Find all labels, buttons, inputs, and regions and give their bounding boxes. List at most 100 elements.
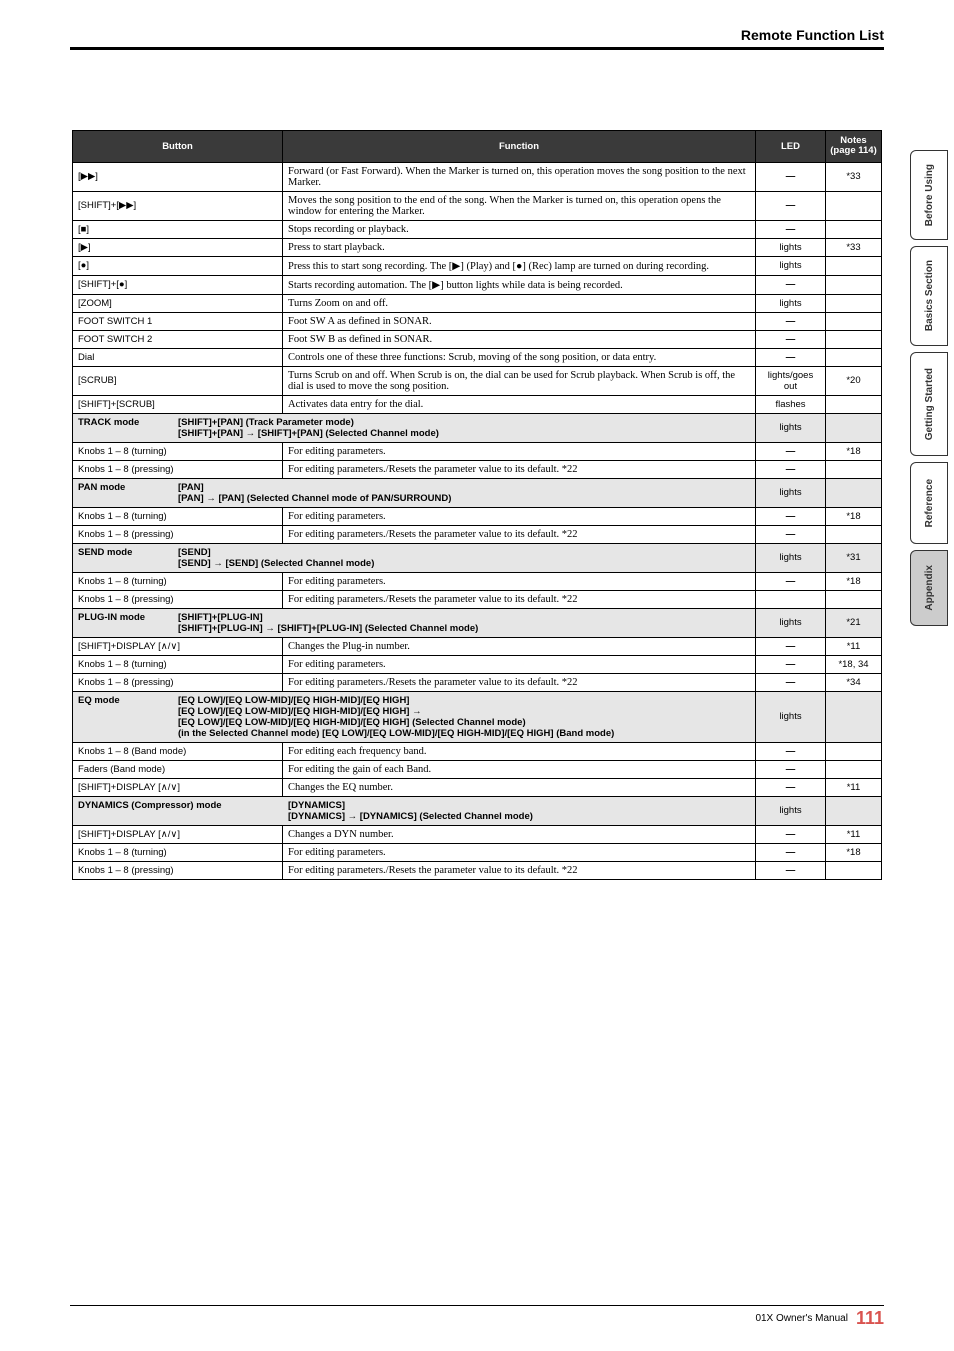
- notes-cell: [826, 413, 882, 442]
- led-cell: —: [756, 637, 826, 655]
- button-cell: Dial: [73, 348, 283, 366]
- button-cell: [SHIFT]+DISPLAY [∧/∨]: [73, 778, 283, 796]
- table-row: EQ mode[EQ LOW]/[EQ LOW-MID]/[EQ HIGH-MI…: [73, 691, 882, 742]
- side-tab-getting-started[interactable]: Getting Started: [910, 352, 948, 456]
- notes-cell: [826, 220, 882, 238]
- notes-cell: [826, 861, 882, 879]
- table-row: Knobs 1 – 8 (turning)For editing paramet…: [73, 843, 882, 861]
- led-cell: —: [756, 275, 826, 294]
- notes-cell: [826, 256, 882, 275]
- led-cell: lights: [756, 608, 826, 637]
- side-tab-label: Reference: [924, 465, 935, 541]
- function-cell: Turns Scrub on and off. When Scrub is on…: [283, 366, 756, 395]
- button-cell: FOOT SWITCH 1: [73, 312, 283, 330]
- button-cell: Knobs 1 – 8 (pressing): [73, 525, 283, 543]
- table-row: Knobs 1 – 8 (pressing)For editing parame…: [73, 673, 882, 691]
- led-cell: lights: [756, 691, 826, 742]
- notes-cell: [826, 330, 882, 348]
- side-tab-reference[interactable]: Reference: [910, 462, 948, 544]
- col-led: LED: [756, 131, 826, 163]
- button-cell: [●]: [73, 256, 283, 275]
- function-cell: Changes the EQ number.: [283, 778, 756, 796]
- notes-cell: *31: [826, 543, 882, 572]
- button-cell: [SHIFT]+DISPLAY [∧/∨]: [73, 637, 283, 655]
- notes-cell: [826, 478, 882, 507]
- notes-cell: [826, 348, 882, 366]
- notes-cell: *20: [826, 366, 882, 395]
- button-cell: Knobs 1 – 8 (pressing): [73, 590, 283, 608]
- notes-cell: *18: [826, 507, 882, 525]
- notes-cell: [826, 525, 882, 543]
- notes-cell: [826, 590, 882, 608]
- side-tab-label: Before Using: [924, 150, 935, 240]
- led-cell: —: [756, 572, 826, 590]
- side-tab-before-using[interactable]: Before Using: [910, 150, 948, 240]
- function-cell: For editing parameters./Resets the param…: [283, 861, 756, 879]
- notes-cell: [826, 294, 882, 312]
- led-cell: —: [756, 330, 826, 348]
- button-cell: [SCRUB]: [73, 366, 283, 395]
- function-table: Button Function LED Notes (page 114) [▶▶…: [72, 130, 882, 880]
- mode-description: EQ mode[EQ LOW]/[EQ LOW-MID]/[EQ HIGH-MI…: [73, 691, 756, 742]
- table-row: DialControls one of these three function…: [73, 348, 882, 366]
- button-cell: [SHIFT]+[●]: [73, 275, 283, 294]
- table-row: Knobs 1 – 8 (turning)For editing paramet…: [73, 442, 882, 460]
- led-cell: —: [756, 460, 826, 478]
- page-title: Remote Function List: [741, 27, 884, 43]
- led-cell: —: [756, 312, 826, 330]
- function-cell: Turns Zoom on and off.: [283, 294, 756, 312]
- led-cell: —: [756, 442, 826, 460]
- button-cell: Knobs 1 – 8 (turning): [73, 507, 283, 525]
- button-cell: Faders (Band mode): [73, 760, 283, 778]
- notes-cell: [826, 191, 882, 220]
- led-cell: —: [756, 507, 826, 525]
- function-cell: Controls one of these three functions: S…: [283, 348, 756, 366]
- col-function: Function: [283, 131, 756, 163]
- notes-cell: [826, 691, 882, 742]
- function-cell: For editing parameters.: [283, 572, 756, 590]
- table-row: PLUG-IN mode[SHIFT]+[PLUG-IN][SHIFT]+[PL…: [73, 608, 882, 637]
- button-cell: Knobs 1 – 8 (pressing): [73, 861, 283, 879]
- button-cell: [▶▶]: [73, 162, 283, 191]
- notes-cell: *18: [826, 442, 882, 460]
- button-cell: [SHIFT]+[▶▶]: [73, 191, 283, 220]
- button-cell: Knobs 1 – 8 (turning): [73, 442, 283, 460]
- notes-cell: *33: [826, 162, 882, 191]
- function-cell: Changes a DYN number.: [283, 825, 756, 843]
- notes-cell: [826, 395, 882, 413]
- notes-cell: *18, 34: [826, 655, 882, 673]
- notes-cell: *11: [826, 637, 882, 655]
- led-cell: lights: [756, 478, 826, 507]
- button-cell: [▶]: [73, 238, 283, 256]
- function-cell: For editing parameters./Resets the param…: [283, 673, 756, 691]
- table-row: Knobs 1 – 8 (turning)For editing paramet…: [73, 655, 882, 673]
- button-cell: Knobs 1 – 8 (turning): [73, 655, 283, 673]
- table-row: Knobs 1 – 8 (pressing)For editing parame…: [73, 460, 882, 478]
- side-tab-basics-section[interactable]: Basics Section: [910, 246, 948, 346]
- table-row: [●]Press this to start song recording. T…: [73, 256, 882, 275]
- function-cell: Press this to start song recording. The …: [283, 256, 756, 275]
- led-cell: —: [756, 843, 826, 861]
- function-cell: Foot SW B as defined in SONAR.: [283, 330, 756, 348]
- led-cell: —: [756, 825, 826, 843]
- side-tab-label: Basics Section: [924, 246, 935, 345]
- led-cell: lights: [756, 796, 826, 825]
- table-row: Knobs 1 – 8 (pressing)For editing parame…: [73, 861, 882, 879]
- header-band: Remote Function List: [70, 24, 884, 50]
- function-cell: Forward (or Fast Forward). When the Mark…: [283, 162, 756, 191]
- function-cell: For editing parameters.: [283, 442, 756, 460]
- table-row: [▶]Press to start playback.lights*33: [73, 238, 882, 256]
- side-tab-appendix[interactable]: Appendix: [910, 550, 948, 626]
- led-cell: —: [756, 673, 826, 691]
- led-cell: —: [756, 760, 826, 778]
- table-row: [▶▶]Forward (or Fast Forward). When the …: [73, 162, 882, 191]
- led-cell: —: [756, 220, 826, 238]
- mode-description: DYNAMICS (Compressor) mode[DYNAMICS][DYN…: [73, 796, 756, 825]
- table-row: Knobs 1 – 8 (turning)For editing paramet…: [73, 572, 882, 590]
- notes-cell: *18: [826, 572, 882, 590]
- function-cell: For editing parameters./Resets the param…: [283, 460, 756, 478]
- table-row: PAN mode[PAN][PAN] → [PAN] (Selected Cha…: [73, 478, 882, 507]
- function-cell: For editing parameters.: [283, 655, 756, 673]
- led-cell: lights: [756, 256, 826, 275]
- led-cell: —: [756, 655, 826, 673]
